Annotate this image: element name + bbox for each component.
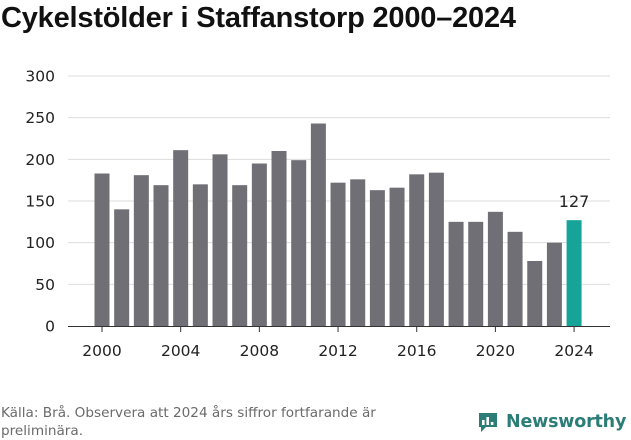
newsworthy-logo: Newsworthy (476, 408, 626, 436)
bar (94, 173, 110, 326)
data-label: 127 (559, 192, 590, 211)
bar (251, 163, 267, 326)
y-tick-label: 150 (25, 193, 55, 211)
bar (428, 172, 444, 326)
x-tick-label: 2020 (476, 342, 515, 360)
bar (369, 190, 385, 326)
y-tick-label: 0 (45, 318, 55, 336)
x-tick-label: 2016 (397, 342, 436, 360)
x-tick-label: 2000 (82, 342, 121, 360)
bar (232, 185, 248, 326)
bar (507, 231, 523, 326)
bar (468, 221, 484, 326)
data-labels: 127 (559, 192, 590, 211)
bars (94, 123, 582, 326)
bar (212, 154, 228, 326)
newsworthy-logo-icon (479, 413, 497, 432)
source-note: Källa: Brå. Observera att 2024 års siffr… (1, 405, 376, 439)
bar (153, 185, 169, 326)
y-tick-label: 50 (35, 276, 55, 294)
x-tick-label: 2008 (240, 342, 279, 360)
bar (114, 209, 130, 326)
bar (527, 261, 543, 326)
chart-title: Cykelstölder i Staffanstorp 2000–2024 (1, 2, 516, 34)
y-tick-label: 300 (25, 68, 55, 86)
x-tick-label: 2024 (554, 342, 593, 360)
y-axis-tick-labels: 0 50 100 150 200 250 300 (25, 68, 55, 336)
brand-name: Newsworthy (506, 412, 627, 432)
bar (487, 211, 503, 326)
bar (389, 187, 405, 326)
bar (448, 221, 464, 326)
x-tick-label: 2004 (161, 342, 200, 360)
y-tick-label: 200 (25, 151, 55, 169)
bar (133, 175, 149, 326)
bar (330, 182, 346, 326)
bar (271, 151, 287, 326)
bar (192, 184, 208, 326)
bar (546, 242, 562, 326)
y-tick-label: 250 (25, 109, 55, 127)
x-tick-label: 2012 (318, 342, 357, 360)
bar (173, 150, 189, 326)
bar (310, 123, 326, 326)
bar (409, 174, 425, 326)
bar (350, 179, 366, 326)
bar (566, 220, 582, 326)
bar (291, 160, 307, 326)
x-axis-tick-labels: 2000 2004 2008 2012 2016 2020 2024 (82, 326, 594, 360)
y-tick-label: 100 (25, 234, 55, 252)
